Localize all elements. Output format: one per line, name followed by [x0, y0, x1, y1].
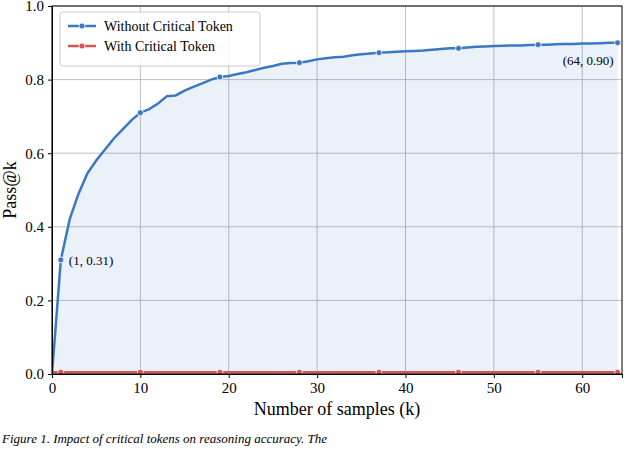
marker: [615, 40, 621, 46]
legend-box: [60, 12, 260, 66]
line: [52, 371, 618, 374]
area: [52, 43, 618, 374]
tick-label: 20: [222, 380, 237, 396]
marker: [535, 369, 541, 374]
tick: 1.0: [25, 0, 52, 14]
marker: [296, 369, 302, 374]
marker: [376, 369, 382, 374]
legend: Without Critical Token With Critical Toke…: [60, 12, 260, 66]
tick-mark: [48, 300, 52, 301]
marker: [296, 60, 302, 66]
legend-marker: [79, 23, 85, 29]
marker: [137, 369, 143, 374]
marker: [58, 257, 64, 263]
tick: 0.4: [25, 219, 52, 235]
tick-mark: [582, 374, 583, 378]
tick: 0.2: [25, 293, 52, 309]
legend-label: With Critical Token: [104, 39, 215, 54]
marker: [217, 369, 223, 374]
tick-mark: [48, 374, 52, 375]
line: [52, 43, 618, 374]
tick-label: 0.6: [25, 146, 44, 162]
marker: [58, 369, 64, 374]
y-axis: 0.0 0.2 0.4 0.6 0.8 1.0: [25, 0, 52, 382]
tick: 40: [398, 374, 413, 396]
caption: Figure 1. Impact of critical tokens on r…: [1, 431, 327, 446]
legend-label: Without Critical Token: [104, 19, 233, 34]
tick-mark: [405, 374, 406, 378]
y-axis-title: Pass@k: [0, 161, 20, 219]
marker: [137, 110, 143, 116]
tick-mark: [48, 153, 52, 154]
tick-mark: [317, 374, 318, 378]
tick: 50: [487, 374, 502, 396]
tick: 10: [133, 374, 148, 396]
marker: [456, 369, 462, 374]
tick-label: 1.0: [25, 0, 44, 14]
tick-label: 40: [398, 380, 413, 396]
annotation: (1, 0.31): [69, 253, 113, 268]
legend-marker: [79, 43, 85, 49]
marker: [615, 369, 621, 374]
marker: [217, 74, 223, 80]
tick: 20: [222, 374, 237, 396]
tick-label: 0.2: [25, 293, 44, 309]
tick: 0.8: [25, 72, 52, 88]
tick: 0.0: [25, 366, 52, 382]
x-axis: 0 10 20 30 40 50 60: [49, 374, 623, 396]
tick-label: 30: [310, 380, 325, 396]
tick-mark: [48, 6, 52, 7]
series-group: [52, 40, 621, 374]
grid: [52, 6, 622, 374]
tick-label: 60: [575, 380, 590, 396]
tick-mark: [140, 374, 141, 378]
marker: [376, 50, 382, 56]
tick-label: 0.8: [25, 72, 44, 88]
tick-mark: [494, 374, 495, 378]
tick-label: 0: [49, 380, 57, 396]
chart: 0 10 20 30 40 50 60 0.0 0.2 0.4 0.6 0.8 1.0 Number of…: [0, 0, 640, 449]
tick-label: 10: [133, 380, 148, 396]
x-axis-title: Number of samples (k): [254, 399, 420, 420]
tick-label: 0.4: [25, 219, 44, 235]
tick-mark: [48, 80, 52, 81]
plot: 0 10 20 30 40 50 60 0.0 0.2 0.4 0.6 0.8 1.0: [25, 0, 622, 396]
tick-label: 0.0: [25, 366, 44, 382]
annotation: (64, 0.90): [563, 53, 614, 68]
frame: [52, 6, 622, 374]
marker: [535, 42, 541, 48]
tick-label: 50: [487, 380, 502, 396]
axis-line: [53, 375, 623, 379]
tick-mark: [229, 374, 230, 378]
tick: 30: [310, 374, 325, 396]
tick: 0.6: [25, 146, 52, 162]
tick: 0: [49, 374, 57, 396]
tick-mark: [48, 227, 52, 228]
tick: 60: [575, 374, 590, 396]
marker: [456, 45, 462, 51]
